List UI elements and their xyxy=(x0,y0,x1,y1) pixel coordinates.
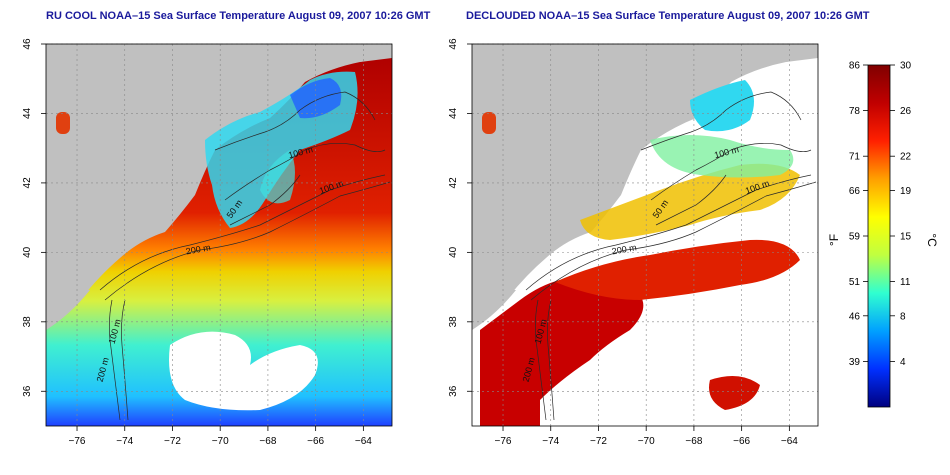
latitude-tick-label: 46 xyxy=(22,38,33,50)
celsius-tick-label: 30 xyxy=(900,61,912,72)
fahrenheit-tick-label: 59 xyxy=(849,232,861,243)
latitude-tick-label: 44 xyxy=(448,107,459,119)
gulf-stream-retained xyxy=(555,239,800,300)
latitude-tick-label: 36 xyxy=(22,385,33,397)
celsius-tick-label: 15 xyxy=(900,232,912,243)
longitude-tick-label: −70 xyxy=(212,436,229,447)
celsius-tick-label: 8 xyxy=(900,311,906,322)
left-map-axis-ticks: −76 −74 −72 −70 −68 −66 −64 36 38 40 42 44 46 xyxy=(22,38,372,447)
longitude-tick-label: −68 xyxy=(685,436,702,447)
warm-eddy xyxy=(709,376,760,410)
fahrenheit-tick-label: 39 xyxy=(849,357,861,368)
longitude-tick-label: −68 xyxy=(259,436,276,447)
land-coast xyxy=(330,44,392,62)
longitude-tick-label: −66 xyxy=(733,436,750,447)
celsius-tick-label: 22 xyxy=(900,152,912,163)
right-map-title: DECLOUDED NOAA–15 Sea Surface Temperatur… xyxy=(466,10,870,22)
celsius-tick-label: 4 xyxy=(900,357,906,368)
latitude-tick-label: 38 xyxy=(448,316,459,328)
celsius-tick-label: 11 xyxy=(900,277,911,288)
left-map-gridlines xyxy=(46,43,392,426)
latitude-tick-label: 36 xyxy=(448,385,459,397)
contour-depth-label: 200 m xyxy=(611,242,637,256)
left-map-frame xyxy=(45,43,393,427)
celsius-tick-label: 26 xyxy=(900,106,912,117)
celsius-axis-label: °C xyxy=(925,233,939,247)
latitude-tick-label: 40 xyxy=(448,246,459,258)
mid-shelf-water xyxy=(580,163,800,240)
land-coast xyxy=(472,290,516,330)
latitude-tick-label: 38 xyxy=(22,316,33,328)
bathymetry-contours xyxy=(99,91,391,421)
nova-scotia-lake xyxy=(482,112,496,134)
nova-scotia-lake xyxy=(56,112,70,134)
longitude-tick-label: −64 xyxy=(781,436,798,447)
longitude-tick-label: −74 xyxy=(542,436,559,447)
fahrenheit-axis-label: °F xyxy=(827,234,841,246)
fahrenheit-tick-label: 71 xyxy=(849,152,861,163)
longitude-tick-label: −76 xyxy=(69,436,86,447)
latitude-tick-label: 42 xyxy=(22,177,33,189)
longitude-tick-label: −70 xyxy=(638,436,655,447)
bathymetry-contours xyxy=(525,91,817,421)
latitude-tick-label: 44 xyxy=(22,107,33,119)
latitude-tick-label: 42 xyxy=(448,177,459,189)
longitude-tick-label: −72 xyxy=(590,436,607,447)
temperature-colorbar: °F °C 86 30 78 26 71 22 66 19 59 15 51 11 46 8 39 4 xyxy=(827,61,939,408)
longitude-tick-label: −64 xyxy=(355,436,372,447)
longitude-tick-label: −72 xyxy=(164,436,181,447)
celsius-tick-label: 19 xyxy=(900,186,912,197)
latitude-tick-label: 40 xyxy=(22,246,33,258)
contour-depth-label: 200 m xyxy=(185,242,211,256)
fahrenheit-tick-label: 66 xyxy=(849,186,861,197)
latitude-tick-label: 46 xyxy=(448,38,459,50)
fahrenheit-tick-label: 51 xyxy=(849,277,861,288)
land-coast xyxy=(46,290,90,330)
left-map-title: RU COOL NOAA–15 Sea Surface Temperature … xyxy=(46,10,431,22)
longitude-tick-label: −66 xyxy=(307,436,324,447)
right-map-frame xyxy=(471,43,819,427)
fahrenheit-tick-label: 46 xyxy=(849,311,861,322)
right-map-axis-ticks: −76 −74 −72 −70 −68 −66 −64 36 38 40 42 44 46 xyxy=(448,38,798,447)
longitude-tick-label: −76 xyxy=(495,436,512,447)
land-coast xyxy=(756,44,818,62)
gulf-of-maine-cool-water xyxy=(690,80,754,132)
colorbar-gradient xyxy=(867,64,891,408)
warm-water-retained xyxy=(480,280,644,426)
fahrenheit-tick-label: 78 xyxy=(849,106,861,117)
georges-bank-water xyxy=(260,150,295,204)
right-map-gridlines xyxy=(472,43,818,426)
fahrenheit-tick-label: 86 xyxy=(849,61,861,72)
cloud-mask xyxy=(169,331,318,411)
longitude-tick-label: −74 xyxy=(116,436,133,447)
